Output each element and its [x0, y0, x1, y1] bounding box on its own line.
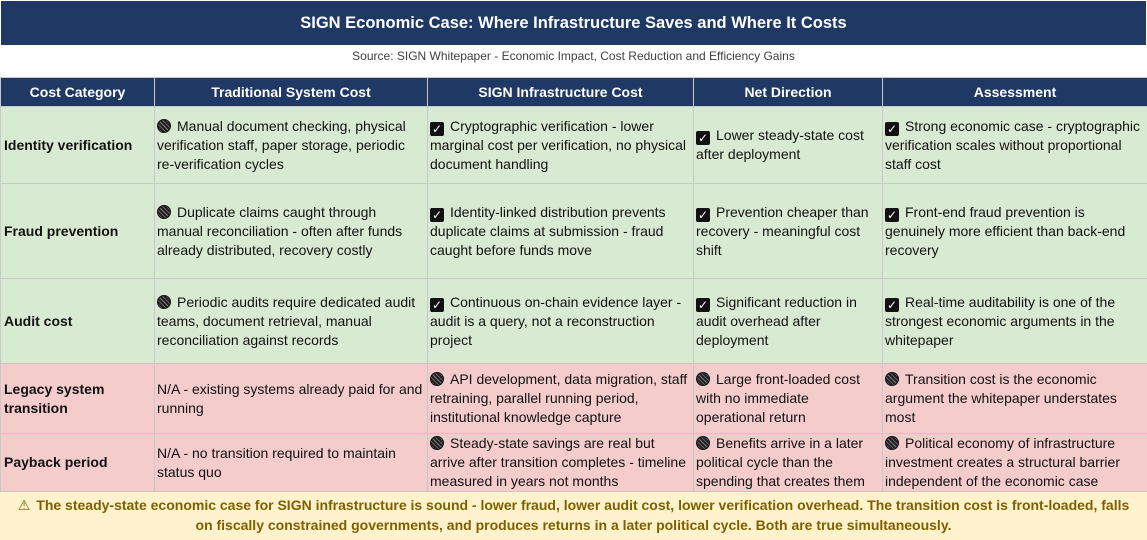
summary-text: The steady-state economic case for SIGN …: [36, 497, 1130, 533]
check-icon: ✓: [696, 297, 710, 312]
check-icon: ✓: [885, 207, 899, 222]
traditional-cell: N/A - no transition required to maintain…: [154, 433, 428, 492]
header-row: Cost Category Traditional System Cost SI…: [0, 77, 1147, 107]
warning-icon: ⚠: [17, 497, 31, 513]
cost-dot-icon: [157, 118, 171, 133]
cost-dot-icon: [696, 372, 710, 386]
sign-cell: ✓ Identity-linked distribution prevents d…: [427, 183, 694, 279]
traditional-cell: Duplicate claims caught through manual r…: [154, 183, 428, 279]
assessment-cell: ✓ Real-time auditability is one of the st…: [882, 278, 1147, 364]
traditional-cell: Periodic audits require dedicated audit …: [154, 278, 428, 364]
check-icon: ✓: [430, 207, 444, 222]
table-row: Payback period N/A - no transition requi…: [0, 433, 1147, 492]
assessment-cell: ✓ Strong economic case - cryptographic ve…: [882, 106, 1147, 184]
net-cell: ✓ Significant reduction in audit overhead…: [693, 278, 883, 364]
row-category: Identity verification: [0, 106, 155, 184]
net-cell: ✓ Prevention cheaper than recovery - mean…: [693, 183, 883, 279]
sign-cell: ✓ Continuous on-chain evidence layer - au…: [427, 278, 694, 364]
table-row: Audit cost Periodic audits require dedic…: [0, 278, 1147, 364]
row-category: Fraud prevention: [0, 183, 155, 279]
check-icon: ✓: [430, 121, 444, 136]
row-category: Payback period: [0, 433, 155, 492]
check-icon: ✓: [885, 297, 899, 312]
column-header-assessment: Assessment: [882, 77, 1147, 107]
summary-callout: ⚠ The steady-state economic case for SIGN…: [0, 492, 1147, 540]
column-header-sign: SIGN Infrastructure Cost: [427, 77, 694, 107]
cost-dot-icon: [885, 436, 899, 450]
table-row: Fraud prevention Duplicate claims caught…: [0, 183, 1147, 279]
check-icon: ✓: [430, 297, 444, 312]
column-header-net: Net Direction: [693, 77, 883, 107]
net-cell: ✓ Lower steady-state cost after deploymen…: [693, 106, 883, 184]
row-category: Audit cost: [0, 278, 155, 364]
table-row: Identity verification Manual document ch…: [0, 106, 1147, 184]
sign-cell: API development, data migration, staff r…: [427, 363, 694, 434]
check-icon: ✓: [696, 131, 710, 145]
column-header-category: Cost Category: [0, 77, 155, 107]
assessment-cell: Transition cost is the economic argument…: [882, 363, 1147, 434]
cost-dot-icon: [157, 204, 171, 219]
net-cell: Benefits arrive in a later political cyc…: [693, 433, 883, 492]
check-icon: ✓: [885, 121, 899, 136]
sign-cell: ✓ Cryptographic verification - lower marg…: [427, 106, 694, 184]
check-icon: ✓: [696, 207, 710, 222]
net-cell: Large front-loaded cost with no immediat…: [693, 363, 883, 434]
cost-dot-icon: [157, 294, 171, 309]
column-header-traditional: Traditional System Cost: [154, 77, 428, 107]
source-note: Source: SIGN Whitepaper - Economic Impac…: [352, 49, 795, 63]
economic-case-table: Cost Category Traditional System Cost SI…: [0, 77, 1147, 492]
table-title: SIGN Economic Case: Where Infrastructure…: [0, 0, 1147, 46]
sign-cell: Steady-state savings are real but arrive…: [427, 433, 694, 492]
assessment-cell: ✓ Front-end fraud prevention is genuinely…: [882, 183, 1147, 279]
traditional-cell: N/A - existing systems already paid for …: [154, 363, 428, 434]
row-category: Legacy system transition: [0, 363, 155, 434]
cost-dot-icon: [696, 436, 710, 450]
traditional-cell: Manual document checking, physical verif…: [154, 106, 428, 184]
cost-dot-icon: [430, 372, 444, 386]
cost-dot-icon: [885, 372, 899, 386]
cost-dot-icon: [430, 436, 444, 450]
table-row: Legacy system transition N/A - existing …: [0, 363, 1147, 434]
assessment-cell: Political economy of infrastructure inve…: [882, 433, 1147, 492]
